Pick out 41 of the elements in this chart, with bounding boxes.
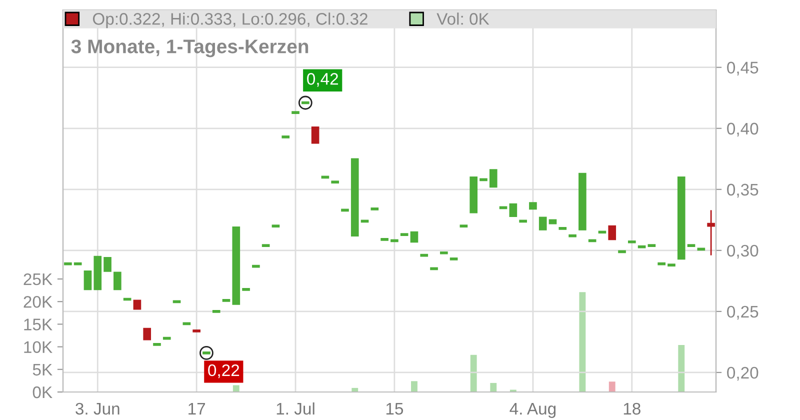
x-tick-label: 17: [188, 403, 205, 414]
bar: [411, 381, 418, 392]
y-tick-label: 0,35: [727, 184, 758, 198]
y-tick-label: 0,25: [727, 306, 758, 320]
bar: [490, 382, 497, 392]
legend-label: Vol: 0K: [436, 12, 490, 25]
candlestick: [104, 257, 112, 272]
y2-tick-label: 25K: [24, 273, 52, 286]
y2-tick-label: 0K: [32, 386, 52, 398]
legend-label: Op:0.322, Hi:0.333, Lo:0.296, Cl:0.32: [92, 12, 368, 28]
bar: [470, 354, 477, 392]
y2-tick-label: 20K: [24, 296, 52, 308]
candlestick: [410, 231, 418, 243]
y-tick-label: 0,20: [727, 366, 758, 381]
candlestick: [143, 328, 152, 340]
annotation: 0,22: [208, 364, 240, 378]
bar: [579, 292, 586, 392]
bar: [678, 344, 685, 392]
y-tick-label: 0,45: [727, 62, 758, 76]
candlestick: [509, 203, 518, 217]
candlestick: [538, 216, 547, 230]
y-tick-label: 0,30: [727, 244, 758, 259]
candlestick: [114, 272, 122, 290]
x-tick-label: 15: [386, 403, 404, 415]
y2-tick-label: 15K: [24, 318, 52, 330]
x-tick-label: 1. Jul: [276, 402, 314, 415]
text: 3 Monate, 1-Tages-Kerzen: [71, 40, 308, 58]
x-tick-label: 3. Jun: [76, 402, 120, 415]
y-tick-label: 0,40: [727, 122, 758, 137]
x-tick-label: 18: [624, 402, 640, 415]
candlestick: [311, 126, 320, 144]
annotation: 0,42: [307, 73, 338, 87]
y2-tick-label: 5K: [32, 364, 52, 376]
y2-tick-label: 10K: [24, 341, 52, 353]
candlestick: [608, 225, 616, 240]
candlestick: [489, 169, 498, 188]
candlestick: [84, 270, 92, 290]
bar: [608, 382, 616, 392]
x-tick-label: 4. Aug: [510, 403, 556, 418]
candlestick: [707, 209, 715, 256]
bar: [232, 385, 240, 392]
